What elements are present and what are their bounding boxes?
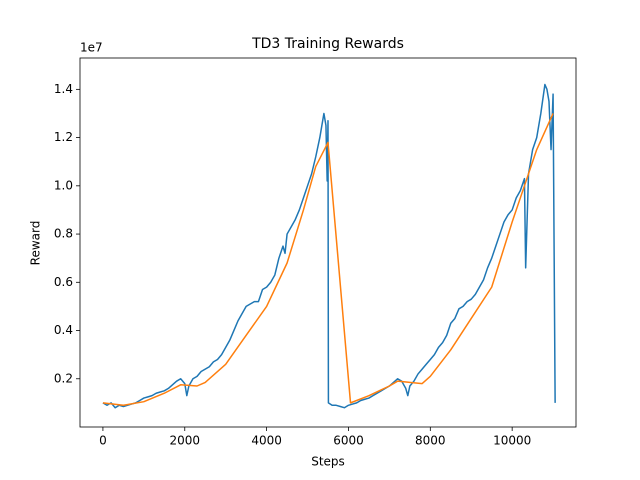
x-tick-label: 4000 [251, 434, 282, 448]
y-tick-label: 1.4 [54, 82, 73, 96]
y-tick-label: 1.0 [54, 178, 73, 192]
x-tick-label: 2000 [169, 434, 200, 448]
y-tick-label: 1.2 [54, 130, 73, 144]
axes-frame [79, 57, 577, 428]
x-tick-label: 6000 [333, 434, 364, 448]
y-tick-label: 0.8 [54, 227, 73, 241]
y-tick-label: 0.2 [54, 371, 73, 385]
x-tick-label: 8000 [415, 434, 446, 448]
x-axis-label: Steps [311, 455, 345, 469]
y-tick-label: 0.6 [54, 275, 73, 289]
y-tick-label: 0.4 [54, 323, 73, 337]
x-tick-label: 10000 [493, 434, 531, 448]
chart-title: TD3 Training Rewards [251, 36, 404, 52]
data-line [102, 113, 554, 407]
y-offset-label: 1e7 [80, 41, 103, 55]
y-axis-label: Reward [29, 221, 43, 266]
x-tick-label: 0 [99, 434, 107, 448]
